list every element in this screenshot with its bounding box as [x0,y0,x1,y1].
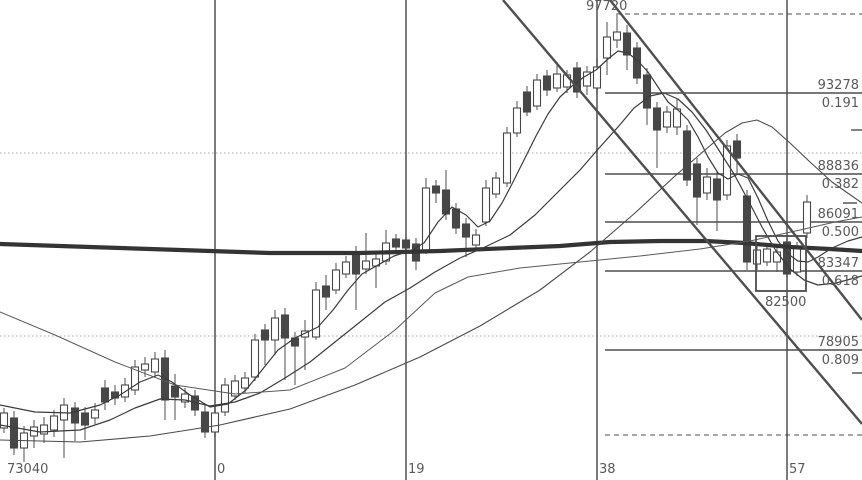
ma-slowest [0,216,862,395]
fib-ratio-label-1: 0.382 [822,177,859,192]
fib-price-label-1: 88836 [818,159,859,174]
candle-down-74 [742,195,752,263]
ma-thick [0,238,862,256]
candle-down-7 [70,407,80,424]
peak-price-label: 97720 [586,0,627,14]
candle-up-13 [130,366,140,391]
candle-up-0 [0,412,9,429]
fib-price-label-4: 78905 [818,335,859,350]
candle-down-52 [522,91,532,113]
ma-medium [0,92,862,433]
candle-up-12 [120,384,130,398]
candle-up-24 [240,377,250,389]
candle-down-32 [321,285,331,298]
candle-up-5 [49,415,59,431]
candle-up-4 [39,424,49,435]
x-axis-label-4: 57 [789,462,806,477]
candle-down-8 [80,412,90,426]
x-axis-label-1: 0 [217,462,225,477]
fib-ratio-label-3: 0.618 [822,274,859,289]
candle-down-10 [100,387,110,403]
fib-ratio-label-2: 0.500 [822,225,859,240]
candle-up-75 [752,249,762,265]
candle-up-77 [772,251,782,263]
candle-up-31 [311,289,321,338]
candle-up-51 [512,107,522,134]
candle-up-33 [331,269,341,291]
fib-ratio-label-0: 0.191 [822,96,859,111]
candle-up-15 [150,358,160,373]
candle-up-18 [180,393,190,403]
x-axis-label-3: 38 [599,462,616,477]
candle-down-64 [642,74,652,109]
fib-ratio-label-4: 0.809 [822,353,859,368]
candle-down-35 [351,251,361,275]
candle-up-58 [582,71,592,87]
candle-up-21 [210,412,220,433]
candle-down-45 [451,208,461,229]
candle-down-40 [401,239,411,249]
ma-slow [0,119,862,443]
candle-down-71 [712,178,722,201]
candle-up-72 [722,145,732,196]
candle-down-54 [542,75,552,91]
candle-up-30 [300,330,310,338]
candle-up-50 [502,132,512,184]
candle-up-25 [250,339,260,378]
trendline-0 [502,0,862,425]
candle-up-59 [592,66,602,89]
candle-up-14 [140,363,150,371]
candle-down-65 [652,107,662,131]
candle-up-55 [552,73,562,89]
box-price-label: 82500 [765,295,806,310]
candle-down-28 [280,314,290,339]
candle-up-53 [532,79,542,107]
candle-up-48 [481,187,491,223]
fib-price-label-3: 83347 [818,256,859,271]
candle-down-43 [431,185,441,194]
candle-up-36 [361,260,371,270]
candle-up-61 [612,31,622,41]
fib-price-label-0: 93278 [818,78,859,93]
candle-down-46 [461,223,471,238]
candle-down-68 [682,130,692,181]
candle-up-22 [220,384,230,413]
fib-price-label-2: 86091 [818,207,859,222]
candle-up-76 [762,248,772,263]
candle-up-66 [662,111,672,128]
candle-down-20 [200,411,210,433]
trendline-1 [609,0,862,321]
candle-up-34 [341,261,351,275]
candle-down-1 [9,417,19,449]
x-axis-label-0: 73040 [7,462,48,477]
candle-down-62 [622,32,632,56]
candle-up-27 [270,317,280,341]
candle-up-60 [602,36,612,59]
candle-up-9 [90,409,100,419]
candle-down-73 [732,140,742,159]
candle-down-17 [170,385,180,398]
candle-down-69 [692,163,702,198]
candle-up-70 [702,176,712,194]
consolidation-box [755,235,807,292]
ma-fast [0,50,862,414]
candle-up-47 [471,234,481,246]
candle-down-78 [782,241,792,275]
x-axis-label-2: 19 [408,462,425,477]
candle-up-49 [491,177,501,195]
candle-down-26 [260,329,270,341]
candle-up-23 [230,380,240,397]
candle-up-80 [802,201,812,234]
candle-down-39 [391,238,401,248]
